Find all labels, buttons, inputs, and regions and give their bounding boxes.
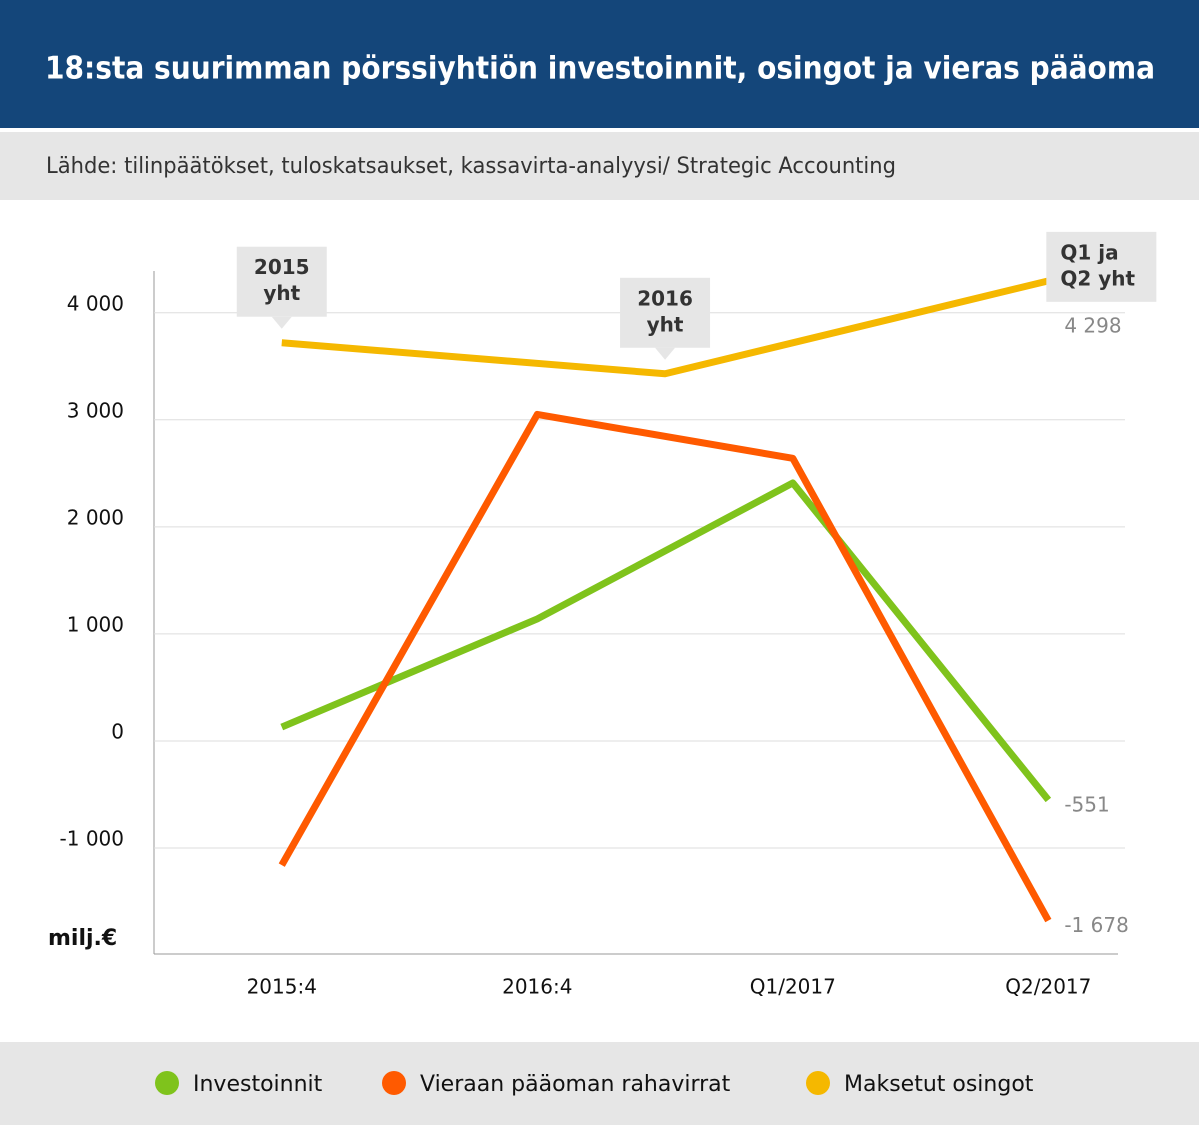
legend-label: Vieraan pääoman rahavirrat [420, 1072, 731, 1097]
annotation-label: yht [647, 312, 684, 336]
y-tick-label: 1 000 [67, 612, 124, 636]
line-series [281, 277, 1050, 378]
legend-marker [382, 1071, 406, 1095]
annotation-label: 2015 [254, 255, 310, 279]
x-tick-label: 2015:4 [247, 975, 317, 999]
annotation-box [1046, 231, 1157, 302]
y-tick-label: 0 [111, 719, 124, 743]
y-tick-label: 2 000 [67, 505, 124, 529]
annotation-box [620, 277, 711, 348]
line-series [278, 410, 1052, 923]
annotation-box [236, 246, 327, 317]
legend-marker [155, 1071, 179, 1095]
annotation-pointer [271, 316, 292, 329]
annotation-label: Q2 yht [1060, 266, 1135, 290]
annotation-pointer [655, 347, 676, 360]
y-tick-label: -1 000 [60, 827, 124, 851]
legend-label: Maksetut osingot [844, 1072, 1034, 1097]
y-tick-label: 3 000 [67, 398, 124, 422]
legend-label: Investoinnit [193, 1072, 323, 1097]
annotation-label: Q1 ja [1060, 240, 1118, 264]
annotation-label: 2016 [637, 286, 693, 310]
x-tick-label: Q2/2017 [1005, 975, 1091, 999]
chart-subtitle: Lähde: tilinpäätökset, tuloskatsaukset, … [46, 154, 896, 179]
legend-bar [0, 1042, 1199, 1125]
y-tick-label: 4 000 [67, 291, 124, 315]
legend-marker [806, 1071, 830, 1095]
y-axis-label: milj.€ [48, 926, 117, 951]
end-label: 4 298 [1064, 313, 1121, 337]
chart-title: 18:sta suurimman pörssiyhtiön investoinn… [45, 51, 1155, 87]
line-series [280, 479, 1052, 803]
x-tick-label: 2016:4 [502, 975, 572, 999]
x-tick-label: Q1/2017 [750, 975, 836, 999]
end-label: -1 678 [1064, 913, 1128, 937]
end-label: -551 [1064, 792, 1109, 816]
subtitle-bar [0, 132, 1199, 200]
annotation-label: yht [263, 281, 300, 305]
title-bar [0, 0, 1199, 128]
